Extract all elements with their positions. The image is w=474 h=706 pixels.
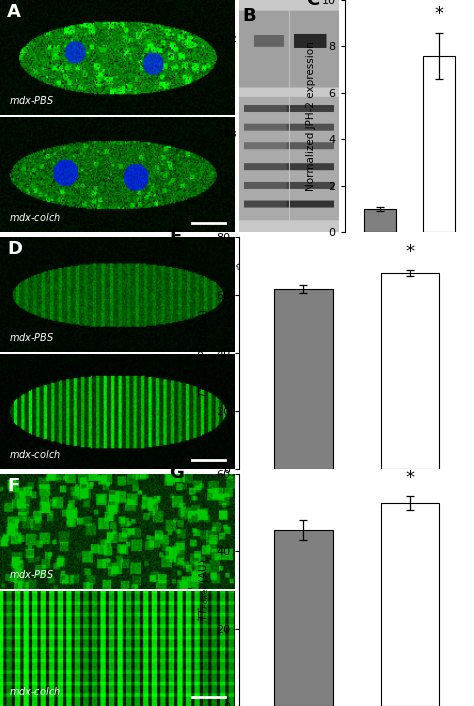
Y-axis label: $\mathit{TT}$$_{\mathit{Power}}$ JPH2 (AU): $\mathit{TT}$$_{\mathit{Power}}$ JPH2 (A… (197, 309, 210, 397)
Bar (381, 273, 439, 469)
Text: $\mathit{mdx}$-colch: $\mathit{mdx}$-colch (9, 448, 61, 460)
Text: $\mathit{mdx}$-colch: $\mathit{mdx}$-colch (9, 211, 61, 223)
Text: A: A (7, 4, 21, 21)
Text: CBB: CBB (219, 130, 237, 139)
Text: D: D (7, 240, 22, 258)
Y-axis label: Normalized JPH-2 expression: Normalized JPH-2 expression (306, 41, 316, 191)
Text: F: F (7, 477, 19, 495)
Text: *: * (405, 243, 414, 261)
Bar (274, 289, 333, 469)
Bar (274, 530, 333, 706)
Bar (364, 209, 396, 232)
Text: C: C (306, 0, 319, 8)
Bar (381, 503, 439, 706)
Text: $\mathit{mdx}$-colch: $\mathit{mdx}$-colch (9, 685, 61, 697)
Y-axis label: $\mathit{TT}$$_{\mathit{Power}}$ (AU): $\mathit{TT}$$_{\mathit{Power}}$ (AU) (197, 558, 210, 621)
Text: $\mathit{mdx}$-colch: $\mathit{mdx}$-colch (278, 237, 317, 276)
Text: G: G (169, 465, 184, 482)
Text: $\mathit{mdx}$-PBS: $\mathit{mdx}$-PBS (232, 237, 267, 273)
Text: $\mathit{mdx}$-PBS: $\mathit{mdx}$-PBS (9, 94, 55, 106)
Text: $\mathit{mdx}$-PBS: $\mathit{mdx}$-PBS (9, 330, 55, 342)
Text: *: * (434, 5, 443, 23)
Text: B: B (242, 7, 256, 25)
Bar (422, 56, 455, 232)
Text: *: * (405, 469, 414, 486)
Text: JPH-2: JPH-2 (214, 35, 237, 44)
Text: $\mathit{mdx}$-PBS: $\mathit{mdx}$-PBS (9, 568, 55, 580)
Text: E: E (169, 227, 181, 246)
